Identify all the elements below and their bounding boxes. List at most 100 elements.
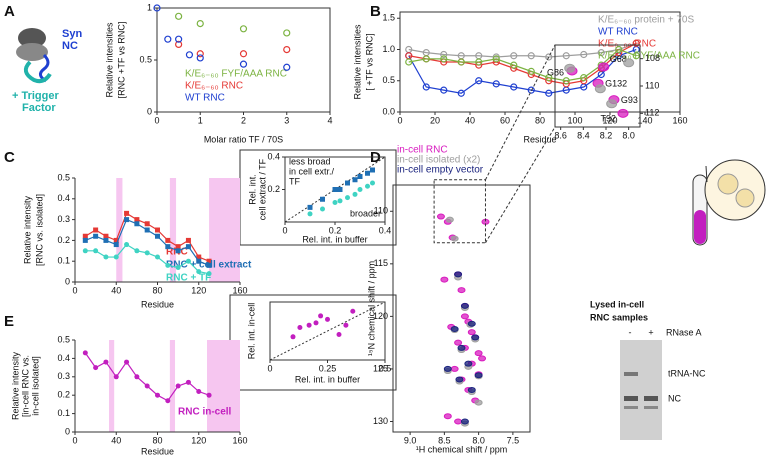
legend-label: WT RNC (185, 93, 225, 104)
nmr-peak (623, 58, 635, 68)
data-point (510, 83, 518, 91)
y-tick-label: 0.0 (382, 106, 395, 116)
y-axis-label: [RNC vs. isolated] (34, 194, 44, 266)
data-point (283, 29, 291, 37)
ribosome-cartoon (16, 28, 52, 84)
data-point (155, 254, 160, 260)
plot-frame (156, 7, 331, 113)
x-tick-label: 0 (267, 363, 272, 373)
legend-label: RNC in-cell (178, 407, 232, 418)
data-point (527, 52, 535, 60)
data-point (306, 322, 312, 328)
zoom-connector (485, 44, 556, 180)
y-axis-label: Relative intensity (22, 195, 32, 264)
data-point (336, 331, 342, 337)
shaded-region (207, 340, 240, 432)
data-point (313, 320, 319, 326)
y-axis-label: cell extract / TF (257, 158, 267, 220)
data-point (492, 55, 500, 63)
data-point (196, 20, 204, 28)
data-point (124, 359, 130, 365)
data-point (185, 237, 191, 243)
annotation: broader (350, 208, 381, 218)
nmr-peak (454, 339, 463, 346)
data-point (113, 254, 119, 260)
data-point (196, 50, 204, 58)
data-point (320, 196, 325, 202)
data-point (93, 227, 99, 233)
y-tick-label: 1.0 (382, 44, 395, 54)
panel-label: A (4, 3, 15, 20)
data-point (370, 180, 375, 186)
data-point (103, 233, 109, 239)
data-point (144, 227, 150, 233)
plot-frame (392, 184, 531, 433)
x-tick-label: 140 (637, 115, 652, 125)
x-axis-label: Molar ratio TF / 70S (204, 134, 283, 144)
data-point (422, 55, 430, 63)
x-tick-label: 8.0 (622, 130, 635, 140)
cell-cartoon (692, 159, 766, 246)
x-tick-label: 80 (152, 285, 162, 295)
data-point (422, 83, 430, 91)
data-point (350, 308, 356, 314)
x-tick-label: 40 (111, 435, 121, 445)
data-point (82, 248, 88, 254)
annotation: Factor (22, 102, 56, 114)
nmr-peak (455, 376, 464, 383)
x-tick-label: 0.2 (329, 225, 342, 235)
data-point (440, 50, 448, 59)
data-point (175, 264, 181, 270)
data-point (175, 244, 181, 250)
data-point (597, 49, 605, 57)
lane-label: + (648, 327, 653, 337)
x-tick-label: 80 (535, 115, 545, 125)
y-tick-label: 0.1 (57, 408, 70, 418)
data-point (82, 237, 88, 243)
x-tick-label: 0.25 (319, 363, 337, 373)
data-point (196, 389, 202, 395)
legend-label: RNC + TF (166, 273, 211, 284)
data-point (337, 198, 343, 204)
data-point (93, 233, 99, 239)
x-tick-label: 1 (198, 115, 203, 125)
y-tick-label: 0 (65, 426, 70, 436)
data-point (196, 258, 202, 264)
y-tick-label: 0.5 (382, 75, 395, 85)
peak-label: G132 (605, 79, 627, 89)
data-point (175, 248, 181, 254)
data-point (206, 271, 212, 277)
nmr-peak (450, 235, 459, 242)
data-point (134, 217, 140, 223)
data-point (318, 313, 324, 319)
data-point (343, 322, 349, 328)
x-tick-label: 40 (111, 285, 121, 295)
data-point (93, 365, 99, 371)
y-tick-label: 0.2 (267, 184, 280, 194)
annotation: in cell extr./ (289, 166, 335, 176)
data-point (510, 61, 518, 69)
x-tick-label: 4 (327, 115, 332, 125)
data-point (332, 200, 338, 205)
y-tick-label: 0.5 (139, 54, 152, 64)
data-point (103, 237, 109, 243)
legend-label: RNC + cell extract (166, 260, 252, 271)
peak-label: T92 (600, 114, 616, 124)
data-point (357, 174, 363, 179)
data-point (185, 51, 194, 59)
legend-label: in-cell RNC (397, 145, 448, 156)
data-point (370, 167, 375, 173)
peak-label: G68 (610, 54, 627, 64)
nmr-peak (460, 418, 469, 425)
data-point (134, 248, 140, 254)
nmr-peak (467, 329, 476, 336)
nmr-peak (598, 62, 610, 72)
data-point (103, 359, 109, 365)
y-tick-label: 125 (373, 363, 388, 373)
data-point (124, 217, 130, 223)
data-point (239, 25, 248, 33)
gel (620, 340, 662, 440)
nmr-peak (467, 320, 476, 327)
x-axis-label: Residue (141, 446, 174, 455)
